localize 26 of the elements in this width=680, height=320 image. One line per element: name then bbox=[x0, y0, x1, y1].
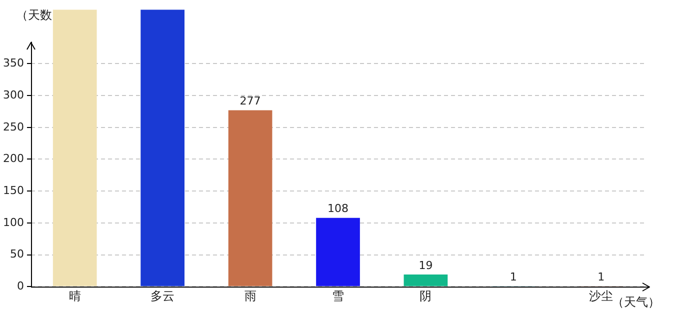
x-tick-label: 多云 bbox=[150, 288, 175, 303]
data-label: 277 bbox=[240, 94, 261, 108]
y-tick-label: 350 bbox=[2, 56, 24, 70]
x-axis-title: （天气） bbox=[612, 295, 660, 311]
data-label: 1 bbox=[510, 270, 517, 284]
bar bbox=[52, 10, 97, 286]
data-label: 1 bbox=[598, 270, 605, 284]
bar bbox=[316, 218, 360, 286]
x-tick-label: 阴 bbox=[420, 288, 432, 303]
y-tick-label: 300 bbox=[2, 88, 24, 102]
data-label: 19 bbox=[418, 258, 433, 272]
y-tick-label: 200 bbox=[2, 152, 24, 166]
y-tick-label: 150 bbox=[2, 184, 24, 197]
x-tick-label: 沙尘 bbox=[589, 288, 614, 303]
x-tick-label: 雨 bbox=[244, 288, 256, 303]
x-tick-label: 雪 bbox=[332, 288, 344, 303]
y-tick-label: 50 bbox=[10, 248, 24, 261]
data-label: 108 bbox=[328, 202, 348, 216]
y-axis-title: （天数 bbox=[16, 7, 52, 24]
bar bbox=[404, 274, 448, 286]
y-tick-label: 250 bbox=[2, 120, 24, 134]
bar bbox=[140, 10, 184, 286]
y-tick-label: 100 bbox=[2, 216, 24, 229]
x-tick-label: 晴 bbox=[68, 288, 81, 303]
y-tick-label: 0 bbox=[16, 279, 24, 292]
bar bbox=[228, 110, 272, 286]
